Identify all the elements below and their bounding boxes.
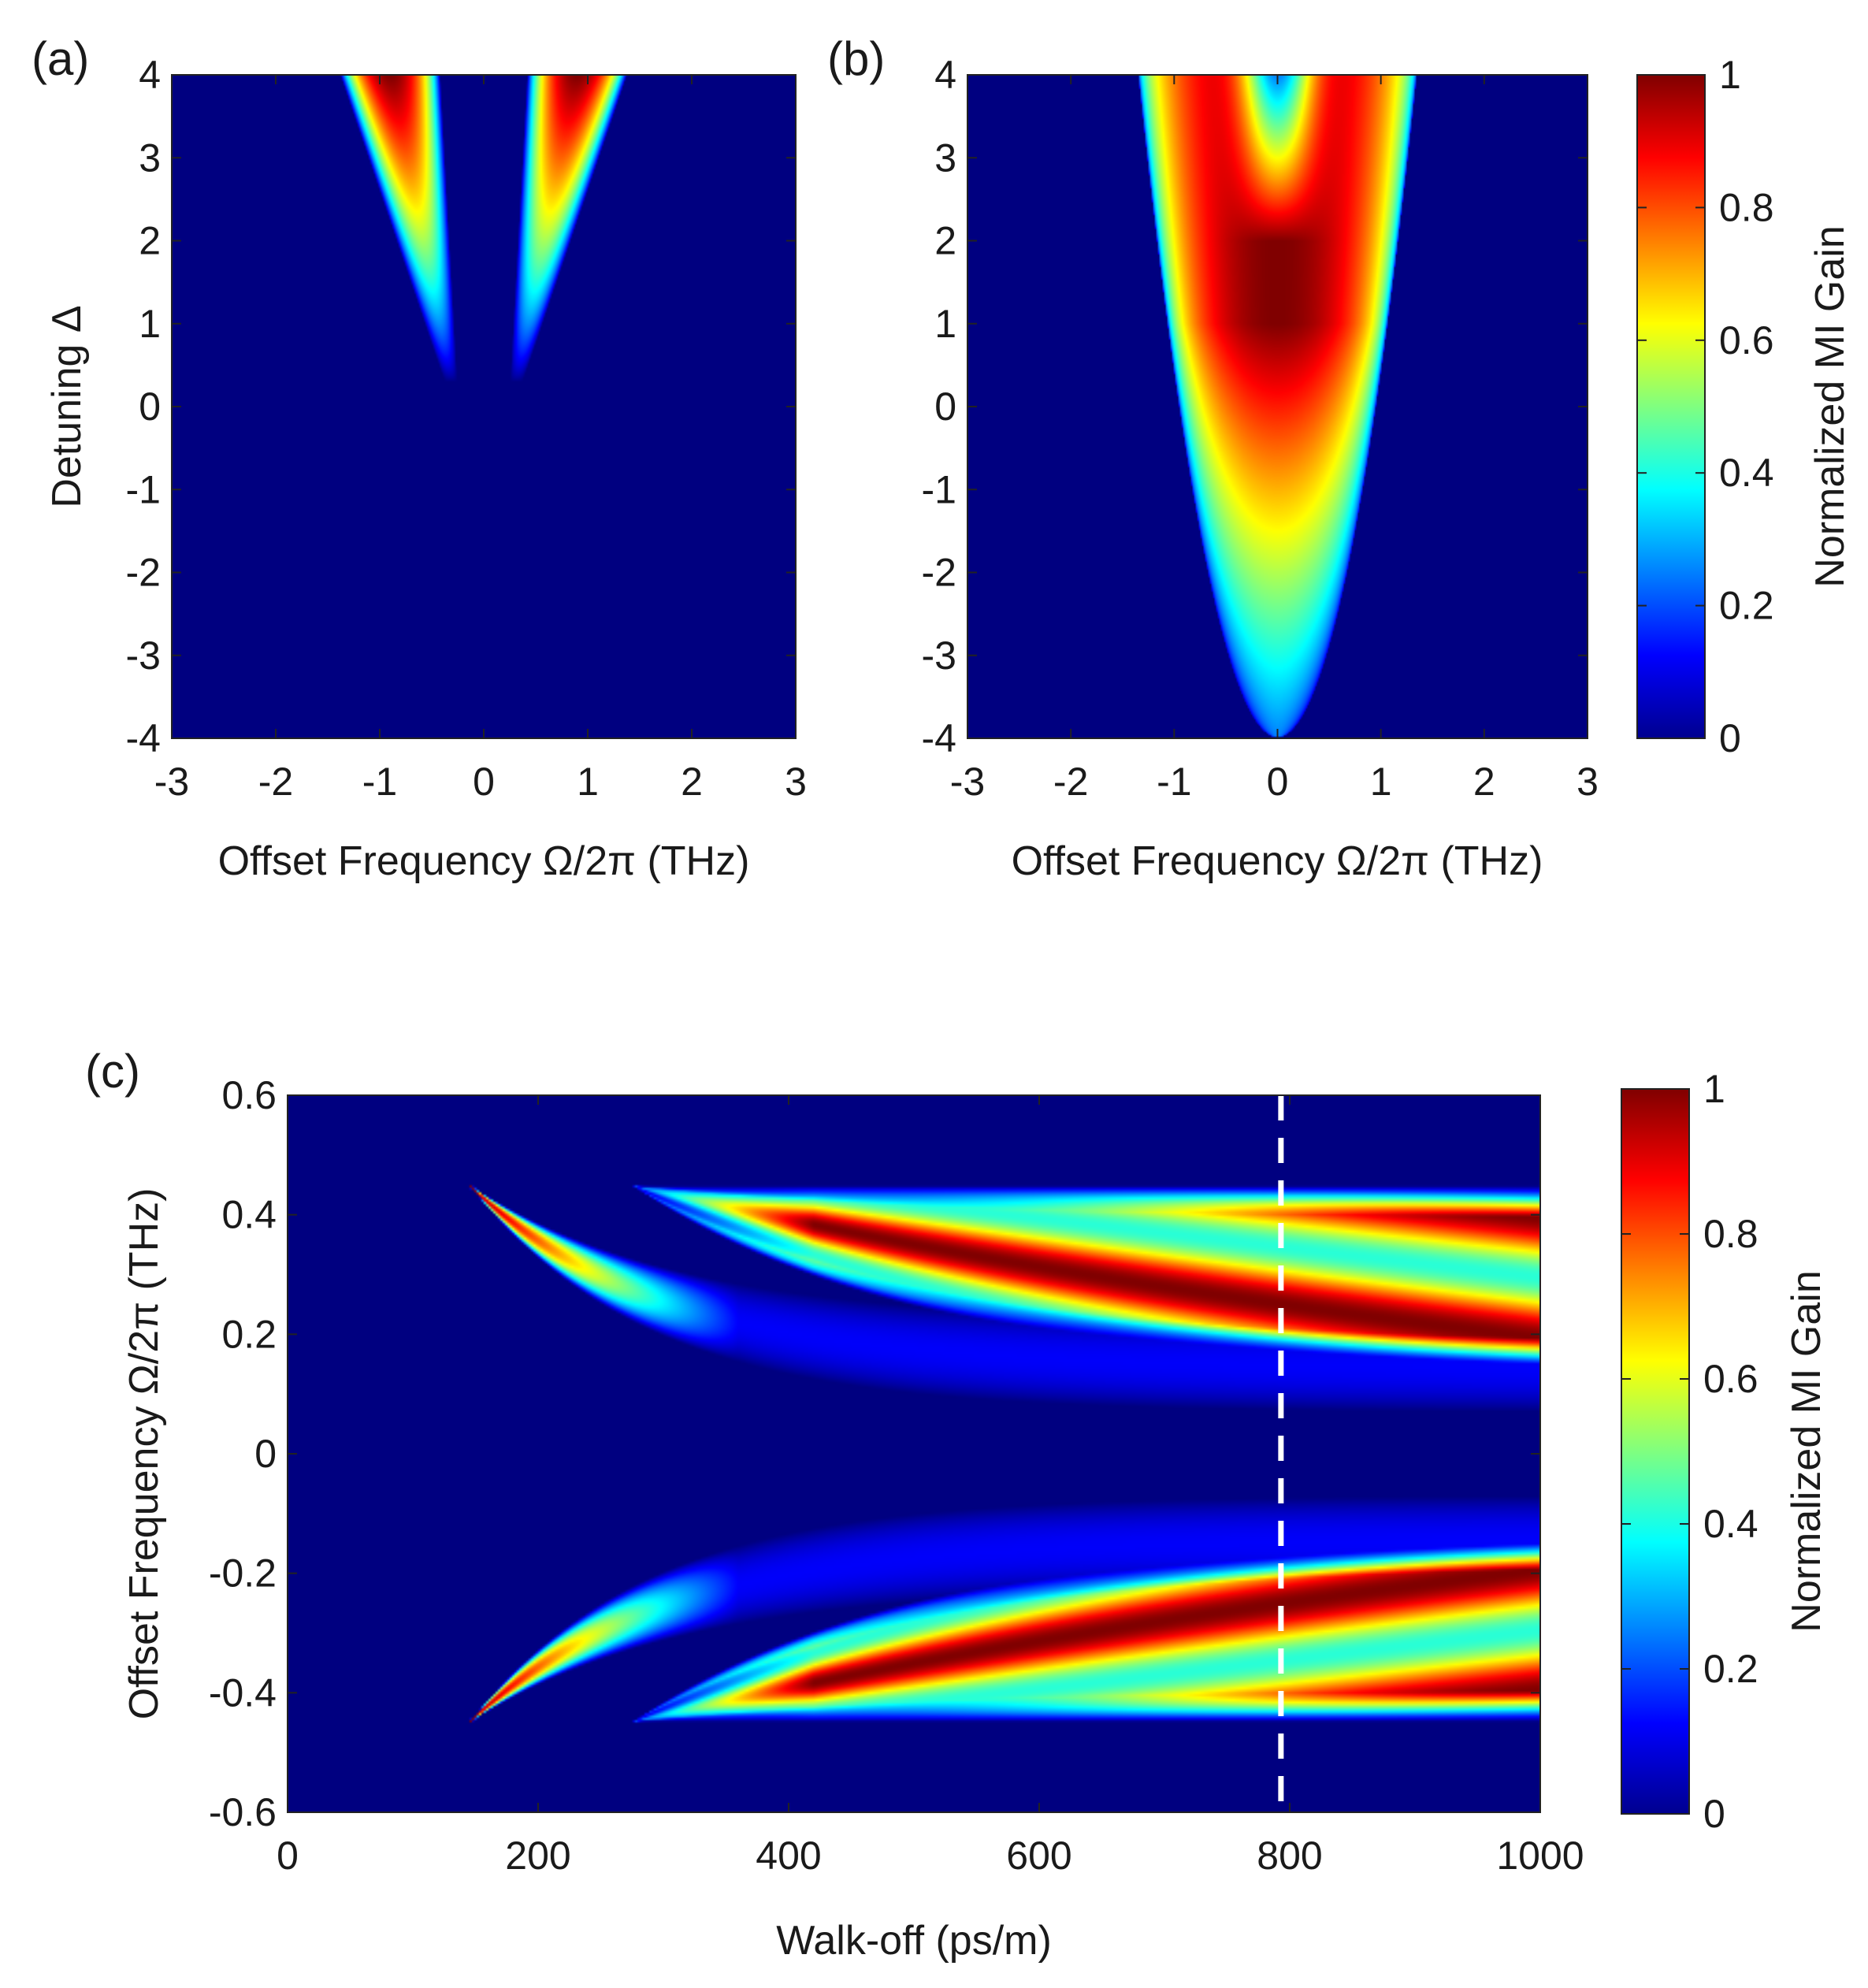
y-tick-label: -2 bbox=[922, 551, 956, 595]
x-ticks-a: -3 -2 -1 0 1 2 3 bbox=[154, 75, 807, 804]
colorbar-tick-label: 0.6 bbox=[1719, 318, 1774, 362]
y-tick-label: 1 bbox=[139, 302, 161, 346]
x-tick-label: -1 bbox=[1157, 760, 1191, 804]
y-tick-label: 0 bbox=[139, 385, 161, 429]
y-tick-label: -1 bbox=[126, 467, 161, 511]
y-axis-title-c: Offset Frequency Ω/2π (THz) bbox=[121, 1188, 167, 1720]
x-tick-label: 2 bbox=[1473, 760, 1495, 804]
colorbar-tick-label: 0 bbox=[1719, 716, 1741, 760]
y-tick-label: -2 bbox=[126, 551, 161, 595]
x-tick-label: -3 bbox=[950, 760, 985, 804]
y-tick-label: 3 bbox=[934, 136, 956, 180]
x-tick-label: 3 bbox=[785, 760, 807, 804]
y-tick-label: -0.4 bbox=[209, 1670, 277, 1715]
x-tick-label: 600 bbox=[1006, 1834, 1071, 1878]
heatmap-a bbox=[172, 75, 796, 738]
colorbar-bottom-title: Normalized MI Gain bbox=[1784, 1270, 1829, 1632]
colorbar-tick-label: 0.6 bbox=[1703, 1357, 1758, 1401]
y-tick-label: 3 bbox=[139, 136, 161, 180]
y-tick-label: 4 bbox=[139, 53, 161, 97]
y-tick-label: -0.2 bbox=[209, 1551, 277, 1596]
colorbar-tick-label: 0.2 bbox=[1719, 584, 1774, 628]
y-tick-label: 0.4 bbox=[221, 1193, 277, 1237]
y-tick-label: 0 bbox=[934, 385, 956, 429]
y-tick-label: -1 bbox=[922, 467, 956, 511]
x-axis-title-c: Walk-off (ps/m) bbox=[776, 1918, 1052, 1964]
x-ticks-c: 0 200 400 600 800 1000 bbox=[277, 1095, 1584, 1878]
colorbar-tick-label: 1 bbox=[1703, 1067, 1725, 1111]
colorbar-bottom-gradient bbox=[1621, 1088, 1690, 1815]
colorbar-tick-label: 0 bbox=[1703, 1792, 1725, 1836]
x-tick-label: 2 bbox=[681, 760, 703, 804]
colorbar-tick-label: 0.4 bbox=[1719, 451, 1774, 495]
x-tick-label: -2 bbox=[258, 760, 293, 804]
colorbar-top-ticks: 1 0.8 0.6 0.4 0.2 0 bbox=[1637, 53, 1774, 760]
panel-b-label: (b) bbox=[827, 32, 885, 85]
y-ticks-b: 4 3 2 1 0 -1 -2 -3 -4 bbox=[922, 53, 1588, 760]
y-tick-label: -3 bbox=[126, 634, 161, 678]
colorbar-top: 1 0.8 0.6 0.4 0.2 0 Normalized MI Gain bbox=[1636, 53, 1853, 760]
y-tick-label: 4 bbox=[934, 53, 956, 97]
y-tick-label: 0.6 bbox=[221, 1073, 277, 1117]
heatmap-c bbox=[288, 1095, 1540, 1812]
x-tick-label: -3 bbox=[154, 760, 189, 804]
colorbar-top-title: Normalized MI Gain bbox=[1807, 225, 1853, 587]
x-tick-label: 200 bbox=[505, 1834, 570, 1878]
x-ticks-b: -3 -2 -1 0 1 2 3 bbox=[950, 75, 1599, 804]
y-tick-label: -4 bbox=[126, 716, 161, 760]
y-tick-label: 0 bbox=[254, 1432, 277, 1476]
x-tick-label: 1 bbox=[1370, 760, 1392, 804]
colorbar-tick-label: 0.8 bbox=[1719, 185, 1774, 229]
colorbar-tick-label: 1 bbox=[1719, 53, 1741, 97]
y-tick-label: 2 bbox=[139, 219, 161, 263]
x-tick-label: 0 bbox=[473, 760, 495, 804]
x-tick-label: 1000 bbox=[1496, 1834, 1584, 1878]
colorbar-tick-label: 0.4 bbox=[1703, 1502, 1758, 1546]
colorbar-bottom: 1 0.8 0.6 0.4 0.2 0 Normalized MI Gain bbox=[1621, 1067, 1829, 1836]
x-tick-label: 0 bbox=[277, 1834, 299, 1878]
x-tick-label: 3 bbox=[1576, 760, 1599, 804]
y-ticks-c: 0.6 0.4 0.2 0 -0.2 -0.4 -0.6 bbox=[209, 1073, 1540, 1834]
colorbar-tick-label: 0.8 bbox=[1703, 1212, 1758, 1256]
y-ticks-a: 4 3 2 1 0 -1 -2 -3 -4 bbox=[126, 53, 796, 760]
heatmap-b bbox=[967, 75, 1588, 738]
y-tick-label: -0.6 bbox=[209, 1790, 277, 1834]
x-tick-label: 400 bbox=[756, 1834, 821, 1878]
x-tick-label: -1 bbox=[362, 760, 397, 804]
x-tick-label: -2 bbox=[1053, 760, 1088, 804]
x-axis-title-a: Offset Frequency Ω/2π (THz) bbox=[218, 838, 750, 884]
colorbar-top-gradient bbox=[1636, 74, 1706, 739]
panel-a-label: (a) bbox=[32, 32, 89, 85]
colorbar-bottom-ticks: 1 0.8 0.6 0.4 0.2 0 bbox=[1621, 1067, 1758, 1836]
y-tick-label: -3 bbox=[922, 634, 956, 678]
colorbar-tick-label: 0.2 bbox=[1703, 1647, 1758, 1691]
x-axis-title-b: Offset Frequency Ω/2π (THz) bbox=[1012, 838, 1543, 884]
panel-c: (c) 0 200 400 600 800 1000 0.6 0.4 0.2 0 -0.2 -0.4… bbox=[85, 1045, 1584, 1964]
x-tick-label: 0 bbox=[1267, 760, 1289, 804]
x-tick-label: 1 bbox=[577, 760, 599, 804]
y-tick-label: 2 bbox=[934, 219, 956, 263]
y-axis-title-a: Detuning Δ bbox=[44, 305, 90, 507]
y-tick-label: -4 bbox=[922, 716, 956, 760]
x-tick-label: 800 bbox=[1257, 1834, 1322, 1878]
y-tick-label: 1 bbox=[934, 302, 956, 346]
y-tick-label: 0.2 bbox=[221, 1312, 277, 1356]
panel-c-label: (c) bbox=[85, 1045, 140, 1098]
